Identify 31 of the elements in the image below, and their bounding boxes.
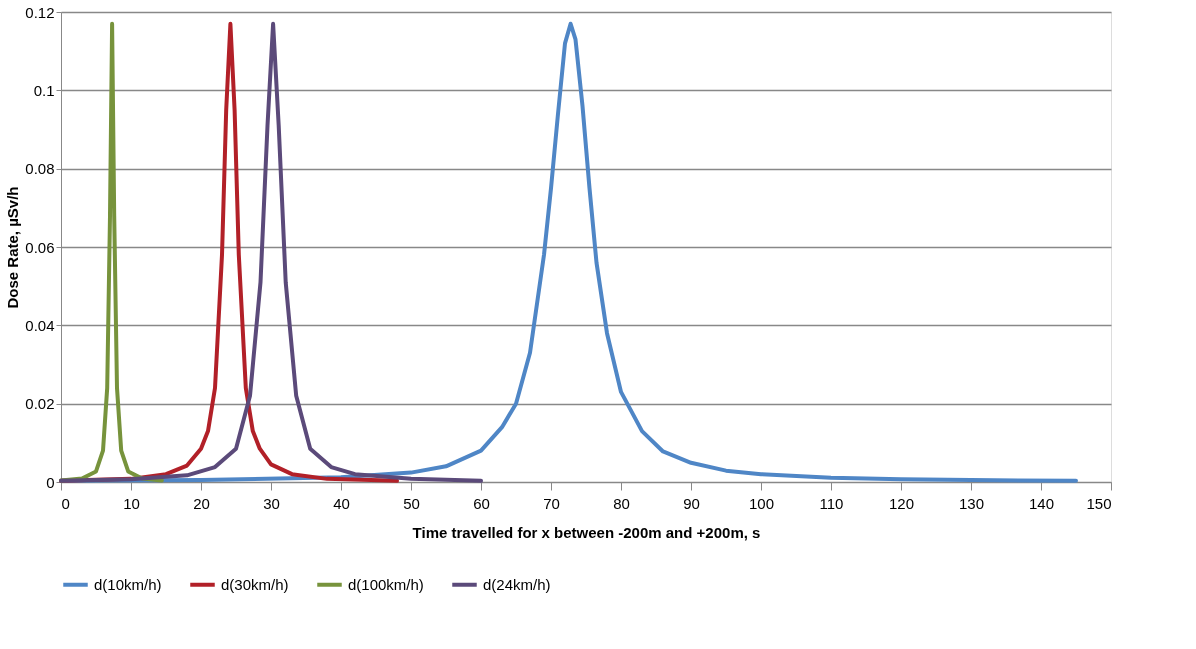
y-tick-label: 0.02	[25, 395, 55, 413]
x-tick-label: 140	[1028, 494, 1055, 512]
x-tick-label: 30	[263, 494, 280, 512]
y-axis-title: Dose Rate, µSv/h	[4, 186, 22, 309]
y-tick-label: 0.1	[33, 81, 55, 99]
x-tick-label: 40	[333, 494, 350, 512]
x-tick-label: 50	[403, 494, 420, 512]
x-tick-label: 20	[193, 494, 210, 512]
x-tick-label: 150	[1086, 494, 1112, 512]
x-tick-label: 130	[958, 494, 985, 512]
x-axis-title: Time travelled for x between -200m and +200m, s	[412, 523, 761, 541]
y-tick-label: 0.06	[25, 238, 55, 256]
x-tick-label: 120	[888, 494, 915, 512]
y-tick-label: 0.04	[25, 316, 55, 334]
x-tick-label: 100	[748, 494, 775, 512]
y-tick-label: 0	[46, 473, 55, 491]
line-series	[59, 21, 483, 483]
x-tick-label: 80	[613, 494, 630, 512]
line-series	[59, 21, 164, 483]
x-tick-label: 10	[123, 494, 140, 512]
x-tick-label: 60	[473, 494, 490, 512]
legend-label: d(30km/h)	[221, 575, 289, 593]
x-tick-label: 90	[683, 494, 700, 512]
legend-label: d(24km/h)	[483, 575, 551, 593]
legend-label: d(100km/h)	[348, 575, 424, 593]
x-tick-label: 110	[819, 494, 844, 512]
legend-label: d(10km/h)	[94, 575, 162, 593]
x-tick-label: 0	[61, 494, 70, 512]
y-tick-label: 0.12	[25, 3, 55, 21]
x-tick-label: 70	[543, 494, 560, 512]
y-tick-label: 0.08	[25, 160, 55, 178]
